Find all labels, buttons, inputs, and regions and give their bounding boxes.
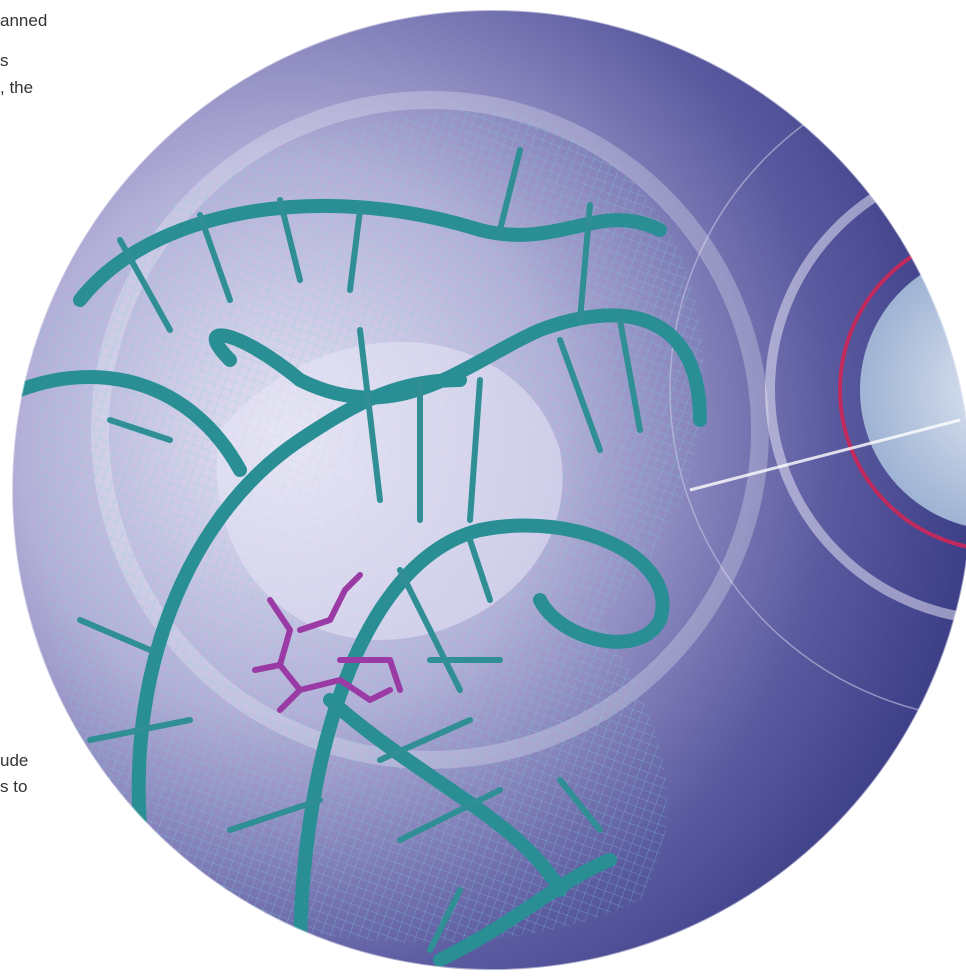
body-text: s — [0, 51, 9, 70]
body-text: anned — [0, 11, 48, 30]
body-text: s to — [0, 777, 28, 796]
body-text: , the — [0, 78, 34, 97]
body-text: ude — [0, 751, 29, 770]
